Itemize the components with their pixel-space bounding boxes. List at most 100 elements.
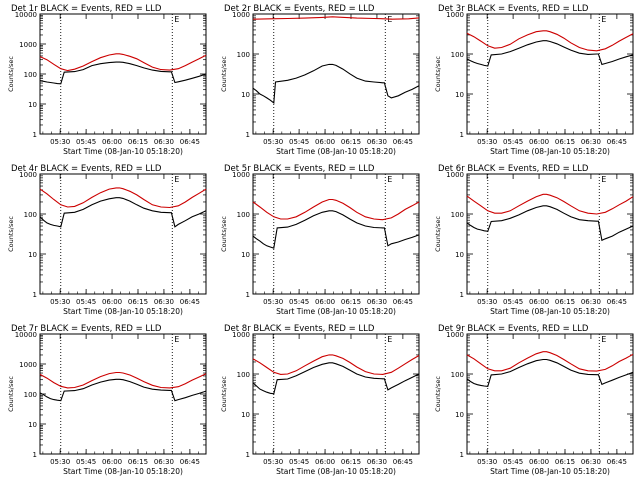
lld-series-line [39, 187, 207, 209]
y-tick-label: 1000 [446, 11, 464, 19]
event-marker-label: E [387, 335, 392, 344]
x-tick-label: 05:30 [50, 458, 70, 466]
y-tick-label: 10000 [15, 11, 37, 19]
event-marker-label: E [601, 15, 606, 24]
x-tick-label: 06:15 [341, 138, 361, 146]
x-tick-label: 06:45 [607, 298, 627, 306]
plot-frame [252, 333, 420, 455]
lld-series-line [39, 53, 207, 72]
x-axis-label: Start Time (08-Jan-10 05:18:20) [490, 307, 610, 316]
x-tick-label: 05:30 [50, 138, 70, 146]
x-tick-label: 06:30 [154, 458, 174, 466]
x-tick-label: 06:00 [315, 138, 335, 146]
lld-series-line [39, 371, 207, 389]
y-tick-label: 100 [237, 371, 250, 379]
x-tick-label: 05:45 [289, 458, 309, 466]
plot-frame [466, 13, 634, 135]
x-tick-label: 06:45 [607, 138, 627, 146]
x-tick-label: 06:00 [315, 298, 335, 306]
x-tick-label: 06:15 [128, 298, 148, 306]
y-tick-label: 1000 [232, 171, 250, 179]
y-tick-label: 1 [246, 291, 250, 299]
x-axis-label: Start Time (08-Jan-10 05:18:20) [63, 307, 183, 316]
y-tick-label: 10 [455, 411, 464, 419]
y-tick-label: 10 [241, 411, 250, 419]
y-tick-label: 1 [33, 131, 37, 139]
event-marker-label: E [387, 175, 392, 184]
y-tick-label: 1000 [446, 331, 464, 339]
y-tick-label: 1000 [19, 171, 37, 179]
x-tick-label: 05:45 [76, 138, 96, 146]
event-marker-label: E [174, 335, 179, 344]
lld-series-line [466, 30, 634, 52]
event-marker-label: E [174, 175, 179, 184]
y-tick-label: 10 [455, 251, 464, 259]
x-tick-label: 06:15 [341, 458, 361, 466]
y-tick-label: 1000 [232, 11, 250, 19]
panel-det8: Det 8r BLACK = Events, RED = LLD 1 10 100 10… [220, 324, 420, 476]
events-series-line [252, 63, 420, 104]
x-tick-label: 05:30 [50, 298, 70, 306]
x-tick-label: 06:45 [393, 138, 413, 146]
x-tick-label: 06:45 [180, 138, 200, 146]
x-axis-label: Start Time (08-Jan-10 05:18:20) [490, 147, 610, 156]
x-tick-label: 05:45 [503, 458, 523, 466]
y-axis-label: Counts/sec [220, 376, 228, 412]
plot-frame [466, 173, 634, 295]
y-axis-label: Counts/sec [7, 376, 15, 412]
x-tick-label: 06:30 [367, 138, 387, 146]
x-tick-label: 06:00 [102, 298, 122, 306]
plot-frame [39, 173, 207, 295]
y-axis-label: Counts/sec [220, 216, 228, 252]
x-tick-label: 06:30 [154, 138, 174, 146]
y-axis-label: Counts/sec [7, 56, 15, 92]
lld-series-line [466, 351, 634, 372]
x-tick-label: 05:30 [263, 138, 283, 146]
x-tick-label: 06:00 [529, 138, 549, 146]
lld-series-line [466, 193, 634, 215]
x-tick-label: 06:00 [529, 458, 549, 466]
x-tick-label: 05:45 [503, 138, 523, 146]
x-tick-label: 06:45 [393, 458, 413, 466]
panel-title: Det 5r BLACK = Events, RED = LLD [224, 164, 375, 174]
panel-det4: Det 4r BLACK = Events, RED = LLD 1 10 100 10… [7, 164, 207, 316]
y-tick-label: 10 [241, 251, 250, 259]
x-tick-label: 05:45 [289, 298, 309, 306]
y-tick-label: 1 [33, 451, 37, 459]
y-tick-label: 100 [24, 71, 37, 79]
panel-det3: Det 3r BLACK = Events, RED = LLD 1 10 100 10… [434, 4, 634, 156]
plot-frame [466, 333, 634, 455]
panel-det7: Det 7r BLACK = Events, RED = LLD 1 10 100 10… [7, 324, 207, 476]
lld-series-line [252, 198, 420, 221]
x-tick-label: 06:30 [367, 458, 387, 466]
panel-det5: Det 5r BLACK = Events, RED = LLD 1 10 100 10… [220, 164, 420, 316]
x-tick-label: 06:45 [180, 458, 200, 466]
x-tick-label: 05:30 [263, 298, 283, 306]
y-tick-label: 100 [451, 211, 464, 219]
events-series-line [39, 197, 207, 228]
panel-title: Det 6r BLACK = Events, RED = LLD [438, 164, 589, 174]
x-tick-label: 06:30 [581, 458, 601, 466]
x-axis-label: Start Time (08-Jan-10 05:18:20) [276, 147, 396, 156]
events-series-line [466, 205, 634, 242]
x-tick-label: 06:30 [154, 298, 174, 306]
x-tick-label: 05:30 [477, 138, 497, 146]
x-tick-label: 06:15 [341, 298, 361, 306]
x-axis-label: Start Time (08-Jan-10 05:18:20) [490, 467, 610, 476]
x-tick-label: 05:30 [477, 298, 497, 306]
x-tick-label: 05:45 [503, 298, 523, 306]
x-tick-label: 06:30 [581, 298, 601, 306]
y-tick-label: 1 [460, 451, 464, 459]
event-marker-label: E [601, 175, 606, 184]
x-axis-label: Start Time (08-Jan-10 05:18:20) [63, 467, 183, 476]
events-series-line [252, 210, 420, 249]
panel-title: Det 1r BLACK = Events, RED = LLD [11, 4, 162, 14]
lld-series-line [252, 354, 420, 375]
y-tick-label: 1 [246, 451, 250, 459]
y-tick-label: 100 [237, 211, 250, 219]
y-axis-label: Counts/sec [434, 376, 442, 412]
x-tick-label: 06:45 [180, 298, 200, 306]
x-axis-label: Start Time (08-Jan-10 05:18:20) [276, 467, 396, 476]
x-tick-label: 06:45 [393, 298, 413, 306]
